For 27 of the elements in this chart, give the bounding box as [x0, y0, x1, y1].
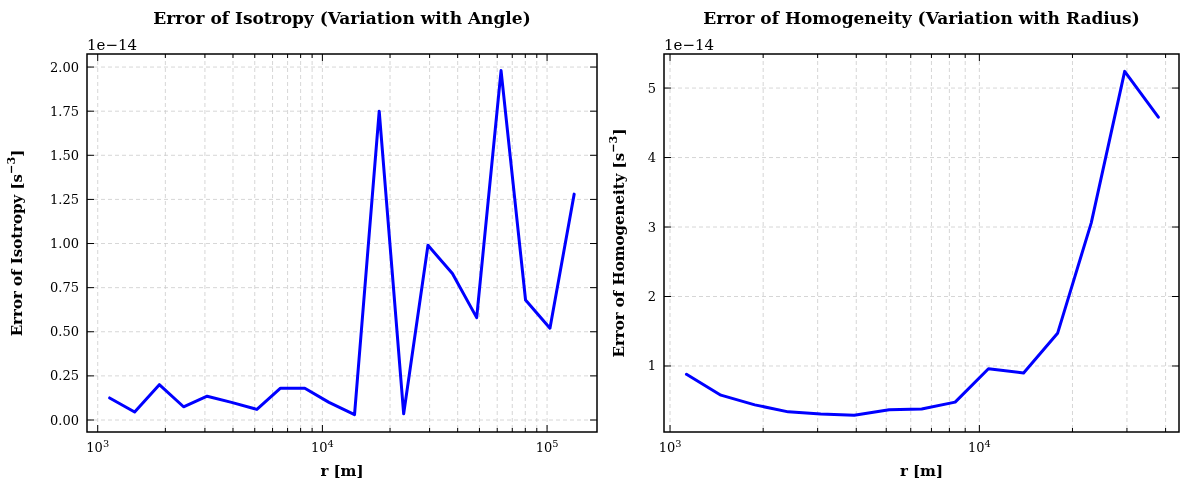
x-axis-title: r [m] — [899, 462, 944, 480]
x-tick-label: 10$^{4}$ — [311, 437, 334, 455]
chart-title: Error of Homogeneity (Variation with Radius) — [703, 8, 1140, 28]
y-tick-label: 0.75 — [50, 280, 79, 296]
x-tick-label: 10$^{4}$ — [967, 437, 991, 455]
chart-title: Error of Isotropy (Variation with Angle) — [153, 8, 531, 28]
y-tick-label: 1.00 — [50, 236, 79, 252]
y-tick-label: 3 — [647, 219, 656, 235]
y-tick-label: 5 — [647, 80, 656, 96]
x-tick-label: 10$^{5}$ — [535, 437, 559, 455]
text: 1e−14 — [664, 36, 715, 54]
y-tick-label: 1 — [647, 358, 656, 374]
y-tick-label: 2 — [647, 289, 656, 304]
line-series — [108, 69, 576, 417]
y-tick-label: 1.75 — [50, 103, 79, 119]
y-tick-label: 2.00 — [50, 59, 79, 75]
y-tick-label: 0.00 — [50, 412, 79, 428]
x-tick-label: 10$^{3}$ — [86, 437, 110, 455]
x-axis-title: r [m] — [320, 462, 364, 480]
text: 1e−14 — [87, 36, 138, 54]
y-tick-label: 1.25 — [50, 191, 79, 207]
y-tick-label: 0.25 — [50, 368, 79, 384]
line-series — [684, 69, 1160, 417]
y-tick-label: 0.50 — [50, 324, 79, 340]
y-tick-label: 1.50 — [50, 147, 79, 163]
x-tick-label: 10$^{3}$ — [658, 437, 682, 455]
y-tick-label: 4 — [647, 150, 656, 166]
